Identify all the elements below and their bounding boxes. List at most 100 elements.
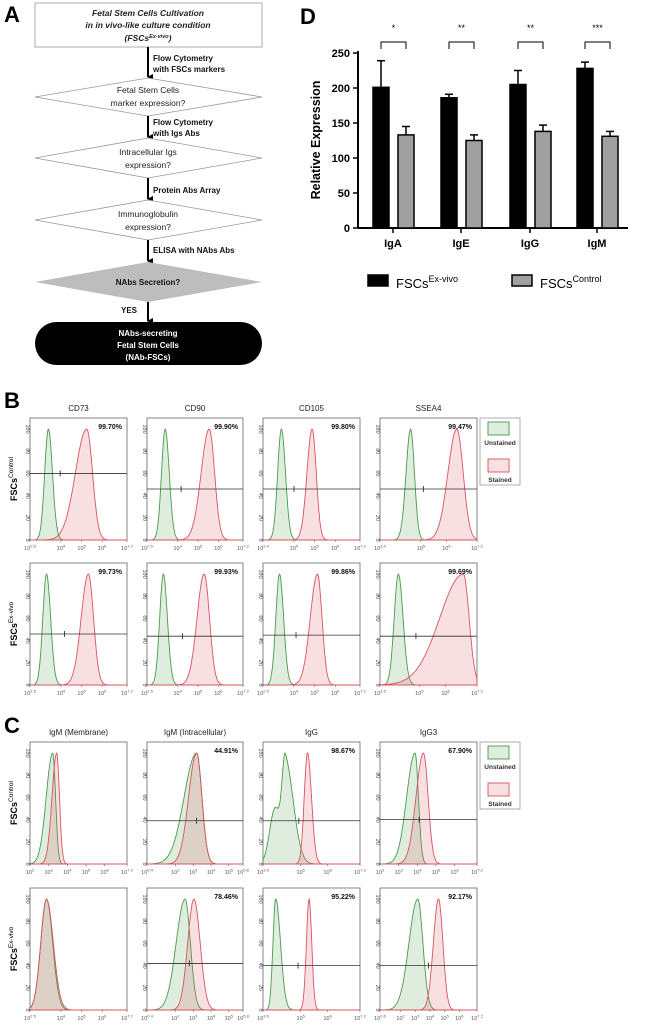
x-tick-base: 10 [455, 1016, 461, 1022]
category-label: IgG [521, 238, 539, 250]
y-tick-label: 100 [374, 569, 380, 578]
x-tick-label: 105 [417, 544, 426, 553]
y-tick-label: 40 [141, 817, 147, 823]
bar-control [465, 139, 483, 229]
percent-positive: 95.22% [331, 894, 356, 901]
yes-label: YES [121, 306, 138, 315]
y-tick-label: 100 [257, 894, 263, 903]
x-tick-base: 10 [297, 870, 303, 876]
y-tick-label: 100 [374, 424, 380, 433]
x-tick-base: 10 [257, 870, 263, 876]
x-tick-base: 10 [57, 1016, 63, 1022]
bar-control [397, 134, 415, 229]
row-label-base: FSCs [9, 802, 19, 825]
x-tick-label: 102.5 [141, 689, 153, 698]
arrow-2-label-1: Flow Cytometry [153, 118, 214, 127]
row-label-base: FSCs [9, 948, 19, 971]
start-line-2: in in vivo-like culture condition [85, 20, 210, 30]
x-tick-label: 106 [331, 544, 340, 553]
x-tick-exponent: 6 [220, 544, 223, 549]
histogram-title: IgG3 [420, 728, 438, 737]
percent-positive: 92.17% [448, 894, 473, 901]
plot-frame [379, 417, 478, 541]
x-tick-label: 103 [189, 1014, 198, 1023]
x-tick-exponent: 6 [330, 868, 333, 873]
x-tick-exponent: 4 [69, 868, 72, 873]
legend-swatch-stained [487, 458, 510, 473]
legend-label: FSCsEx-vivo [396, 274, 458, 291]
y-tick-label: 60 [374, 615, 380, 621]
y-tick-label: 100 [257, 424, 263, 433]
x-tick-exponent: 7.2 [477, 868, 483, 873]
significance-bracket [584, 41, 611, 49]
histogram-title: CD73 [68, 404, 89, 413]
x-tick-label: 102.5 [24, 544, 36, 553]
x-tick-exponent: 3 [417, 1014, 420, 1019]
y-tick-label: 200 [332, 83, 350, 95]
significance-label: ** [458, 23, 466, 33]
y-tick-label: 40 [24, 817, 30, 823]
y-tick-label: 60 [374, 470, 380, 476]
plot-frame [146, 417, 244, 541]
panel-label-c: C [4, 713, 20, 738]
legend-swatch [511, 274, 533, 287]
x-tick-base: 10 [77, 691, 83, 697]
x-tick-exponent: 6 [461, 1014, 464, 1019]
x-tick-base: 10 [141, 691, 147, 697]
y-tick-label: 80 [257, 593, 263, 599]
x-tick-exponent: 0.6 [380, 1014, 386, 1019]
category-label: IgM [588, 238, 607, 250]
x-tick-base: 10 [57, 546, 63, 552]
plot-frame [146, 741, 244, 865]
x-tick-label: 105 [415, 689, 424, 698]
x-tick-base: 10 [290, 546, 296, 552]
plot-frame [379, 562, 478, 686]
y-tick-label: 60 [257, 940, 263, 946]
x-tick-label: 105 [77, 1014, 86, 1023]
decision-2 [34, 137, 263, 179]
x-tick-label: 104 [426, 1014, 435, 1023]
plot-frame [262, 417, 361, 541]
x-tick-base: 10 [374, 546, 380, 552]
x-tick-label: 102 [171, 1014, 180, 1023]
x-tick-label: 107.2 [471, 689, 483, 698]
decision-final-label: NAbs Secretion? [116, 278, 181, 287]
x-tick-base: 10 [450, 870, 456, 876]
x-tick-base: 10 [189, 870, 195, 876]
x-tick-base: 10 [331, 546, 337, 552]
plot-frame [29, 887, 128, 1011]
y-tick-label: 0 [24, 862, 30, 865]
legend-label: FSCsControl [540, 274, 602, 291]
y-tick-label: 80 [374, 448, 380, 454]
y-tick-label: 40 [257, 493, 263, 499]
x-tick-label: 102 [376, 868, 385, 877]
x-tick-base: 10 [207, 1016, 213, 1022]
x-tick-base: 10 [323, 1016, 329, 1022]
x-tick-base: 10 [57, 691, 63, 697]
y-tick-label: 20 [374, 839, 380, 845]
x-tick-exponent: 0.4 [147, 868, 153, 873]
histogram-title: IgG [305, 728, 318, 737]
y-tick-label: 0 [141, 538, 147, 541]
x-tick-exponent: 4 [213, 868, 216, 873]
x-tick-exponent: 6 [447, 689, 450, 694]
x-tick-base: 10 [44, 870, 50, 876]
x-tick-label: 105 [194, 689, 203, 698]
x-tick-label: 102.5 [24, 1014, 36, 1023]
y-tick-label: 20 [24, 660, 30, 666]
x-tick-exponent: 6 [337, 544, 340, 549]
panel-label-d: D [300, 4, 316, 29]
y-tick-label: 20 [24, 839, 30, 845]
row-label-base: FSCs [9, 623, 19, 646]
y-tick-label: 80 [24, 448, 30, 454]
row-label: FSCsControl [8, 780, 19, 825]
x-tick-exponent: 4 [213, 1014, 216, 1019]
x-tick-base: 10 [173, 691, 179, 697]
x-tick-exponent: 6 [104, 1014, 107, 1019]
stained-histogram [263, 897, 360, 1011]
